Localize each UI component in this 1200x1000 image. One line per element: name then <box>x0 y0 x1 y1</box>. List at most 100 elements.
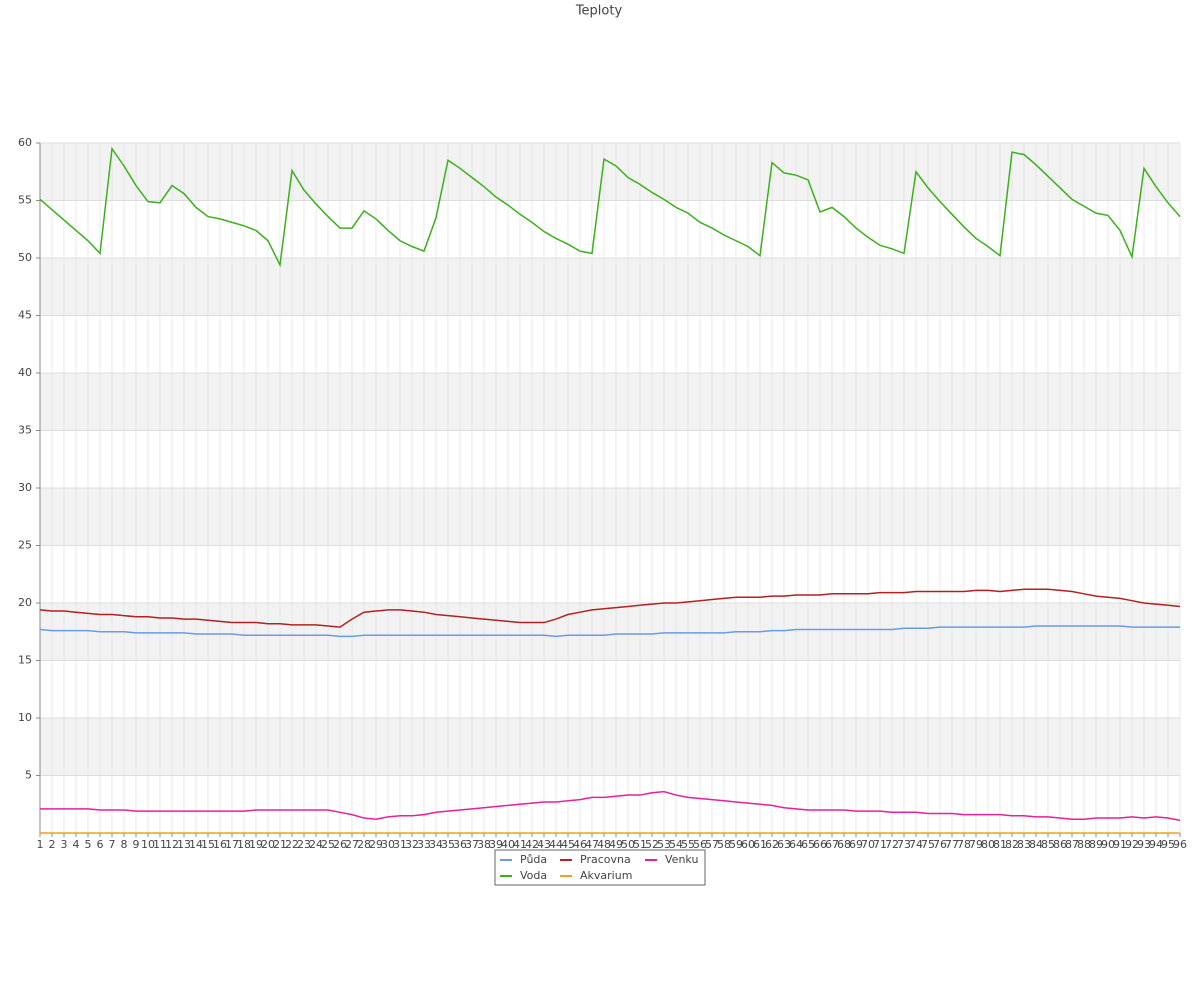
x-tick-label: 83 <box>1017 838 1031 851</box>
x-tick-label: 58 <box>717 838 731 851</box>
x-tick-label: 55 <box>681 838 695 851</box>
x-tick-label: 43 <box>537 838 551 851</box>
x-tick-label: 20 <box>261 838 275 851</box>
x-tick-label: 66 <box>813 838 827 851</box>
x-tick-label: 2 <box>49 838 56 851</box>
x-tick-label: 86 <box>1053 838 1067 851</box>
x-tick-label: 48 <box>597 838 611 851</box>
x-tick-label: 91 <box>1113 838 1127 851</box>
x-tick-label: 23 <box>297 838 311 851</box>
x-tick-label: 5 <box>85 838 92 851</box>
x-tick-label: 11 <box>153 838 167 851</box>
x-tick-label: 35 <box>441 838 455 851</box>
x-tick-label: 13 <box>177 838 191 851</box>
y-tick-label: 10 <box>18 711 32 724</box>
series-line <box>39 146 1181 268</box>
x-tick-label: 94 <box>1149 838 1163 851</box>
y-tick-label: 15 <box>18 654 32 667</box>
x-tick-label: 24 <box>309 838 323 851</box>
legend-label: Voda <box>520 869 547 882</box>
x-tick-label: 68 <box>837 838 851 851</box>
x-tick-label: 62 <box>765 838 779 851</box>
x-tick-label: 80 <box>981 838 995 851</box>
x-tick-label: 31 <box>393 838 407 851</box>
y-tick-label: 5 <box>25 769 32 782</box>
grid-band <box>40 488 1180 546</box>
x-tick-label: 12 <box>165 838 179 851</box>
x-tick-label: 26 <box>333 838 347 851</box>
x-tick-label: 30 <box>381 838 395 851</box>
x-tick-label: 60 <box>741 838 755 851</box>
x-tick-label: 93 <box>1137 838 1151 851</box>
x-tick-label: 34 <box>429 838 443 851</box>
x-tick-label: 75 <box>921 838 935 851</box>
x-tick-label: 18 <box>237 838 251 851</box>
x-tick-label: 50 <box>621 838 635 851</box>
x-tick-label: 54 <box>669 838 683 851</box>
x-tick-label: 9 <box>133 838 140 851</box>
x-tick-label: 52 <box>645 838 659 851</box>
x-tick-label: 72 <box>885 838 899 851</box>
x-tick-label: 4 <box>73 838 80 851</box>
x-tick-label: 90 <box>1101 838 1115 851</box>
x-tick-label: 10 <box>141 838 155 851</box>
x-tick-label: 16 <box>213 838 227 851</box>
x-tick-label: 71 <box>873 838 887 851</box>
grid-band <box>40 718 1180 776</box>
legend-label: Akvarium <box>580 869 632 882</box>
x-tick-label: 40 <box>501 838 515 851</box>
x-tick-label: 14 <box>189 838 203 851</box>
y-tick-label: 25 <box>18 539 32 552</box>
x-tick-label: 19 <box>249 838 263 851</box>
x-tick-label: 89 <box>1089 838 1103 851</box>
y-tick-label: 60 <box>18 136 32 149</box>
x-tick-label: 17 <box>225 838 239 851</box>
y-tick-label: 45 <box>18 309 32 322</box>
y-tick-label: 35 <box>18 424 32 437</box>
x-tick-label: 76 <box>933 838 947 851</box>
x-tick-label: 64 <box>789 838 803 851</box>
x-tick-label: 32 <box>405 838 419 851</box>
x-tick-label: 8 <box>121 838 128 851</box>
y-tick-label: 30 <box>18 481 32 494</box>
x-tick-label: 33 <box>417 838 431 851</box>
x-tick-label: 51 <box>633 838 647 851</box>
x-tick-label: 63 <box>777 838 791 851</box>
x-tick-label: 67 <box>825 838 839 851</box>
grid-band <box>40 143 1180 201</box>
x-tick-label: 44 <box>549 838 563 851</box>
x-tick-label: 46 <box>573 838 587 851</box>
x-tick-label: 42 <box>525 838 539 851</box>
x-tick-label: 70 <box>861 838 875 851</box>
x-tick-label: 1 <box>37 838 44 851</box>
series-line <box>39 625 1180 638</box>
x-tick-label: 61 <box>753 838 767 851</box>
x-tick-label: 37 <box>465 838 479 851</box>
x-tick-label: 22 <box>285 838 299 851</box>
x-tick-label: 21 <box>273 838 287 851</box>
x-tick-label: 87 <box>1065 838 1079 851</box>
series-line <box>40 790 1181 822</box>
grid-band <box>40 603 1180 661</box>
x-tick-label: 96 <box>1173 838 1187 851</box>
x-tick-label: 74 <box>909 838 923 851</box>
x-tick-label: 45 <box>561 838 575 851</box>
x-tick-label: 36 <box>453 838 467 851</box>
x-tick-label: 77 <box>945 838 959 851</box>
grid-band <box>40 258 1180 316</box>
y-tick-label: 40 <box>18 366 32 379</box>
x-tick-label: 27 <box>345 838 359 851</box>
x-tick-label: 25 <box>321 838 335 851</box>
x-tick-label: 28 <box>357 838 371 851</box>
x-tick-label: 59 <box>729 838 743 851</box>
x-tick-label: 85 <box>1041 838 1055 851</box>
x-tick-label: 6 <box>97 838 104 851</box>
series-line <box>39 588 1181 628</box>
x-tick-label: 79 <box>969 838 983 851</box>
x-tick-label: 53 <box>657 838 671 851</box>
x-tick-label: 95 <box>1161 838 1175 851</box>
x-tick-label: 29 <box>369 838 383 851</box>
y-tick-label: 20 <box>18 596 32 609</box>
legend-label: Pracovna <box>580 853 631 866</box>
